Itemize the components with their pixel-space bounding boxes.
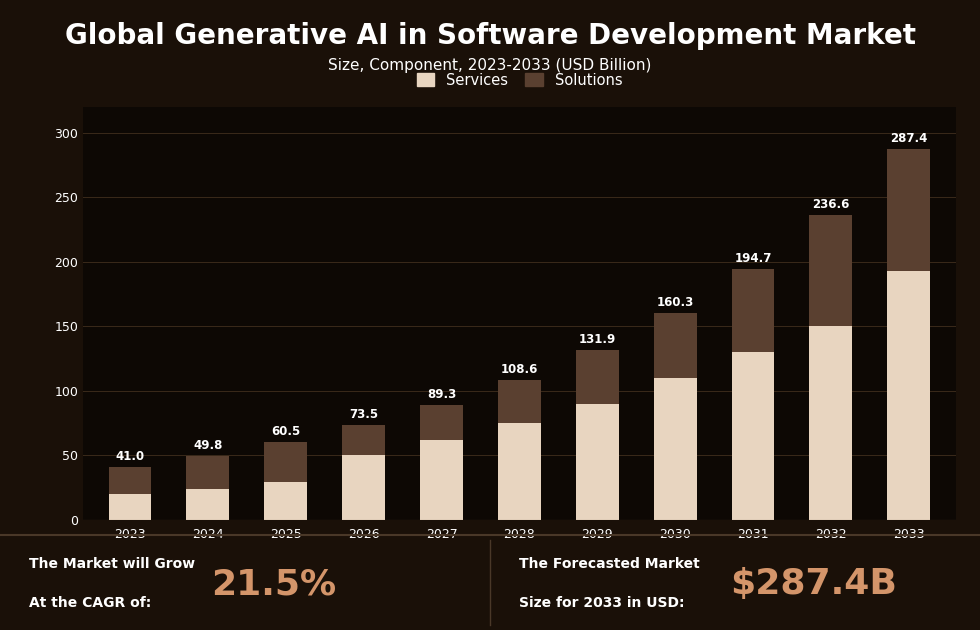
Text: At the CAGR of:: At the CAGR of: <box>29 595 152 610</box>
Bar <box>498 380 541 423</box>
Text: 60.5: 60.5 <box>271 425 301 438</box>
Text: 49.8: 49.8 <box>193 438 222 452</box>
Text: Global Generative AI in Software Development Market: Global Generative AI in Software Develop… <box>65 22 915 50</box>
Bar <box>732 352 774 520</box>
Text: 108.6: 108.6 <box>501 363 538 376</box>
Text: Size for 2033 in USD:: Size for 2033 in USD: <box>519 595 685 610</box>
Text: 194.7: 194.7 <box>734 252 771 265</box>
Bar <box>809 215 853 326</box>
Text: 160.3: 160.3 <box>657 296 694 309</box>
Text: 73.5: 73.5 <box>349 408 378 421</box>
Text: 131.9: 131.9 <box>578 333 615 346</box>
Bar <box>654 378 697 520</box>
Bar <box>576 404 618 520</box>
Bar <box>186 455 229 489</box>
Bar <box>265 483 307 520</box>
Bar <box>887 271 930 520</box>
Bar <box>342 425 385 455</box>
Bar <box>265 442 307 483</box>
Bar <box>732 268 774 352</box>
Bar <box>420 440 463 520</box>
Legend: Services, Solutions: Services, Solutions <box>411 67 628 94</box>
Bar <box>809 326 853 520</box>
Bar <box>420 404 463 440</box>
Text: 236.6: 236.6 <box>812 198 850 211</box>
Text: 41.0: 41.0 <box>116 450 145 463</box>
Text: 21.5%: 21.5% <box>211 567 336 601</box>
Text: The Forecasted Market: The Forecasted Market <box>519 556 700 571</box>
Bar <box>498 423 541 520</box>
Text: 89.3: 89.3 <box>427 387 456 401</box>
Bar <box>109 467 152 494</box>
Bar <box>186 489 229 520</box>
Bar <box>342 455 385 520</box>
Bar <box>887 149 930 271</box>
Text: The Market will Grow: The Market will Grow <box>29 556 196 571</box>
Bar <box>109 494 152 520</box>
Bar <box>576 350 618 404</box>
Bar <box>654 313 697 378</box>
Text: $287.4B: $287.4B <box>730 567 897 601</box>
Text: Size, Component, 2023-2033 (USD Billion): Size, Component, 2023-2033 (USD Billion) <box>328 58 652 73</box>
Text: 287.4: 287.4 <box>890 132 927 146</box>
